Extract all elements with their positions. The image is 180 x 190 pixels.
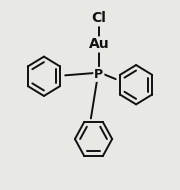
Text: P: P xyxy=(94,68,104,81)
Text: Au: Au xyxy=(89,37,109,51)
Text: Cl: Cl xyxy=(91,11,106,25)
